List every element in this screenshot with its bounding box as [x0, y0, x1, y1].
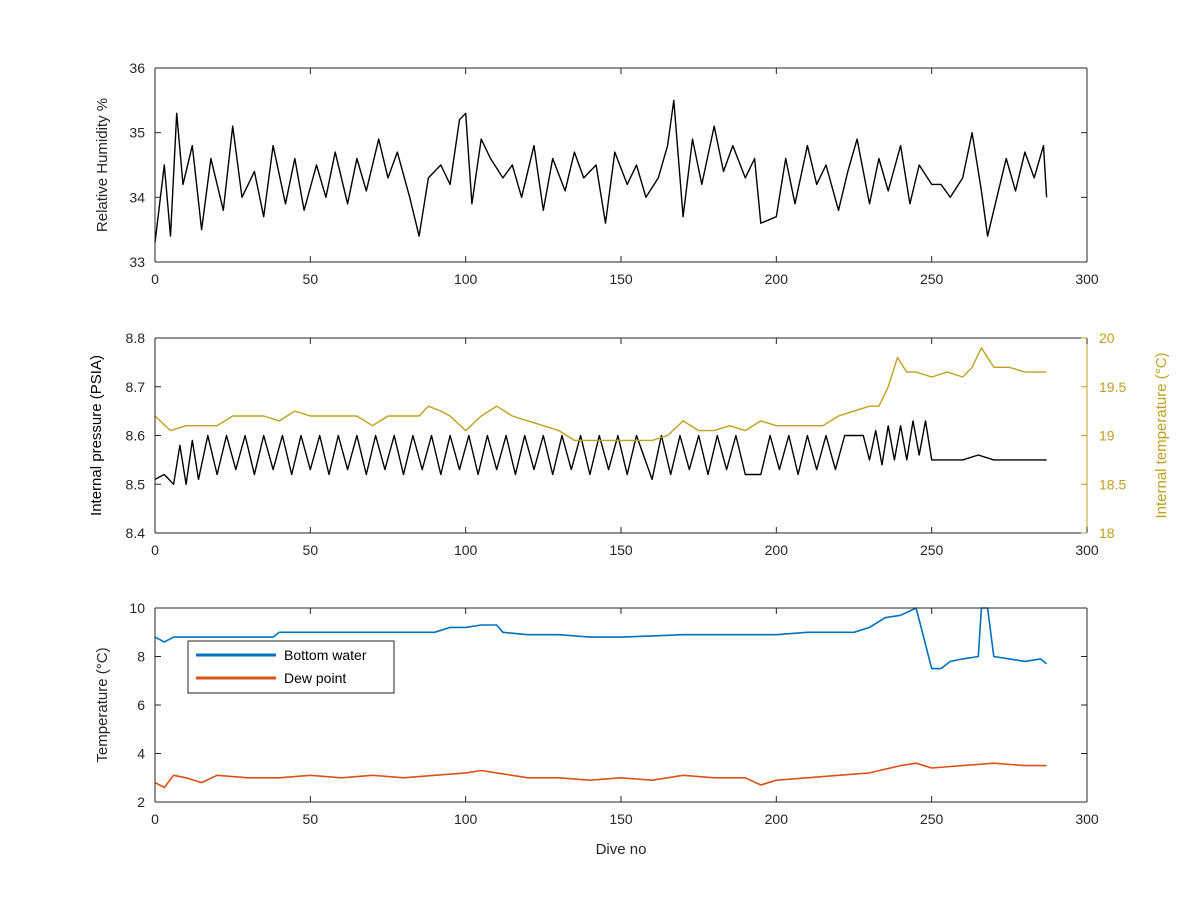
x-tick-label: 200: [765, 811, 789, 827]
y-tick-label: 8.6: [126, 428, 146, 444]
legend-box: [187, 640, 395, 694]
x-tick-label: 0: [151, 271, 159, 287]
legend-label-bottom-water: Bottom water: [284, 647, 367, 663]
humidity-panel: 0 50 100 150 200 250 300 33 34 35 36 Relative Humid…: [94, 60, 1099, 287]
x-tick-label: 50: [303, 811, 319, 827]
dew-point-line: [154, 762, 1047, 789]
series-0-line: [154, 99, 1048, 243]
x-tick-label: 150: [609, 811, 633, 827]
y-tick-label: 8.5: [126, 476, 146, 492]
x-tick-label: 0: [151, 542, 159, 558]
y2-tick-label: 19.5: [1099, 379, 1126, 395]
y-axis-label: Relative Humidity %: [94, 98, 111, 232]
legend: Bottom water Dew point: [187, 640, 395, 694]
y2-tick-label: 18.5: [1099, 476, 1126, 492]
y-axis-label: Internal pressure (PSIA): [88, 355, 105, 516]
pressure-temperature-panel: 0 50 100 150 200 250 300 8.4 8.5 8.6 8.7 8.8 18 18.5 1…: [88, 330, 1170, 558]
x-tick-label: 150: [609, 542, 633, 558]
x-tick-label: 150: [609, 271, 633, 287]
x-tick-label: 100: [454, 811, 478, 827]
y-tick-label: 8.7: [126, 379, 146, 395]
y-tick-label: 10: [129, 600, 145, 616]
temperature-panel: 0 50 100 150 200 250 300 2 4 6 8 10 Temperature (°C)…: [94, 600, 1099, 858]
x-tick-label: 250: [920, 271, 944, 287]
x-tick-label: 300: [1075, 542, 1099, 558]
y-axis-label: Temperature (°C): [94, 647, 111, 762]
x-tick-label: 300: [1075, 271, 1099, 287]
y-tick-label: 8.4: [126, 525, 146, 541]
x-tick-label: 250: [920, 542, 944, 558]
y2-tick-label: 18: [1099, 525, 1115, 541]
x-tick-label: 0: [151, 811, 159, 827]
plot-area: [155, 338, 1087, 533]
y-tick-label: 4: [137, 746, 145, 762]
x-tick-label: 50: [303, 542, 319, 558]
y-tick-label: 33: [129, 254, 145, 270]
x-tick-label: 100: [454, 271, 478, 287]
plot-area: [155, 608, 1087, 802]
y2-axis-label: Internal temperature (°C): [1153, 352, 1170, 518]
series-0-line: [154, 420, 1047, 485]
y-tick-label: 36: [129, 60, 145, 76]
x-axis-label: Dive no: [596, 841, 647, 858]
x-tick-label: 300: [1075, 811, 1099, 827]
x-tick-label: 200: [765, 271, 789, 287]
x-tick-label: 250: [920, 811, 944, 827]
x-tick-label: 100: [454, 542, 478, 558]
y2-tick-label: 20: [1099, 330, 1115, 346]
y-tick-label: 2: [137, 794, 145, 810]
y-tick-label: 6: [137, 697, 145, 713]
legend-label-dew-point: Dew point: [284, 670, 346, 686]
y-tick-label: 8.8: [126, 330, 146, 346]
y2-tick-label: 19: [1099, 428, 1115, 444]
y-tick-label: 35: [129, 125, 145, 141]
bottom-water-line: [154, 607, 1048, 670]
x-tick-label: 200: [765, 542, 789, 558]
series-1-line: [154, 347, 1047, 442]
y-tick-label: 8: [137, 649, 145, 665]
y-tick-label: 34: [129, 189, 145, 205]
x-tick-label: 50: [303, 271, 319, 287]
plot-area: [155, 68, 1087, 262]
